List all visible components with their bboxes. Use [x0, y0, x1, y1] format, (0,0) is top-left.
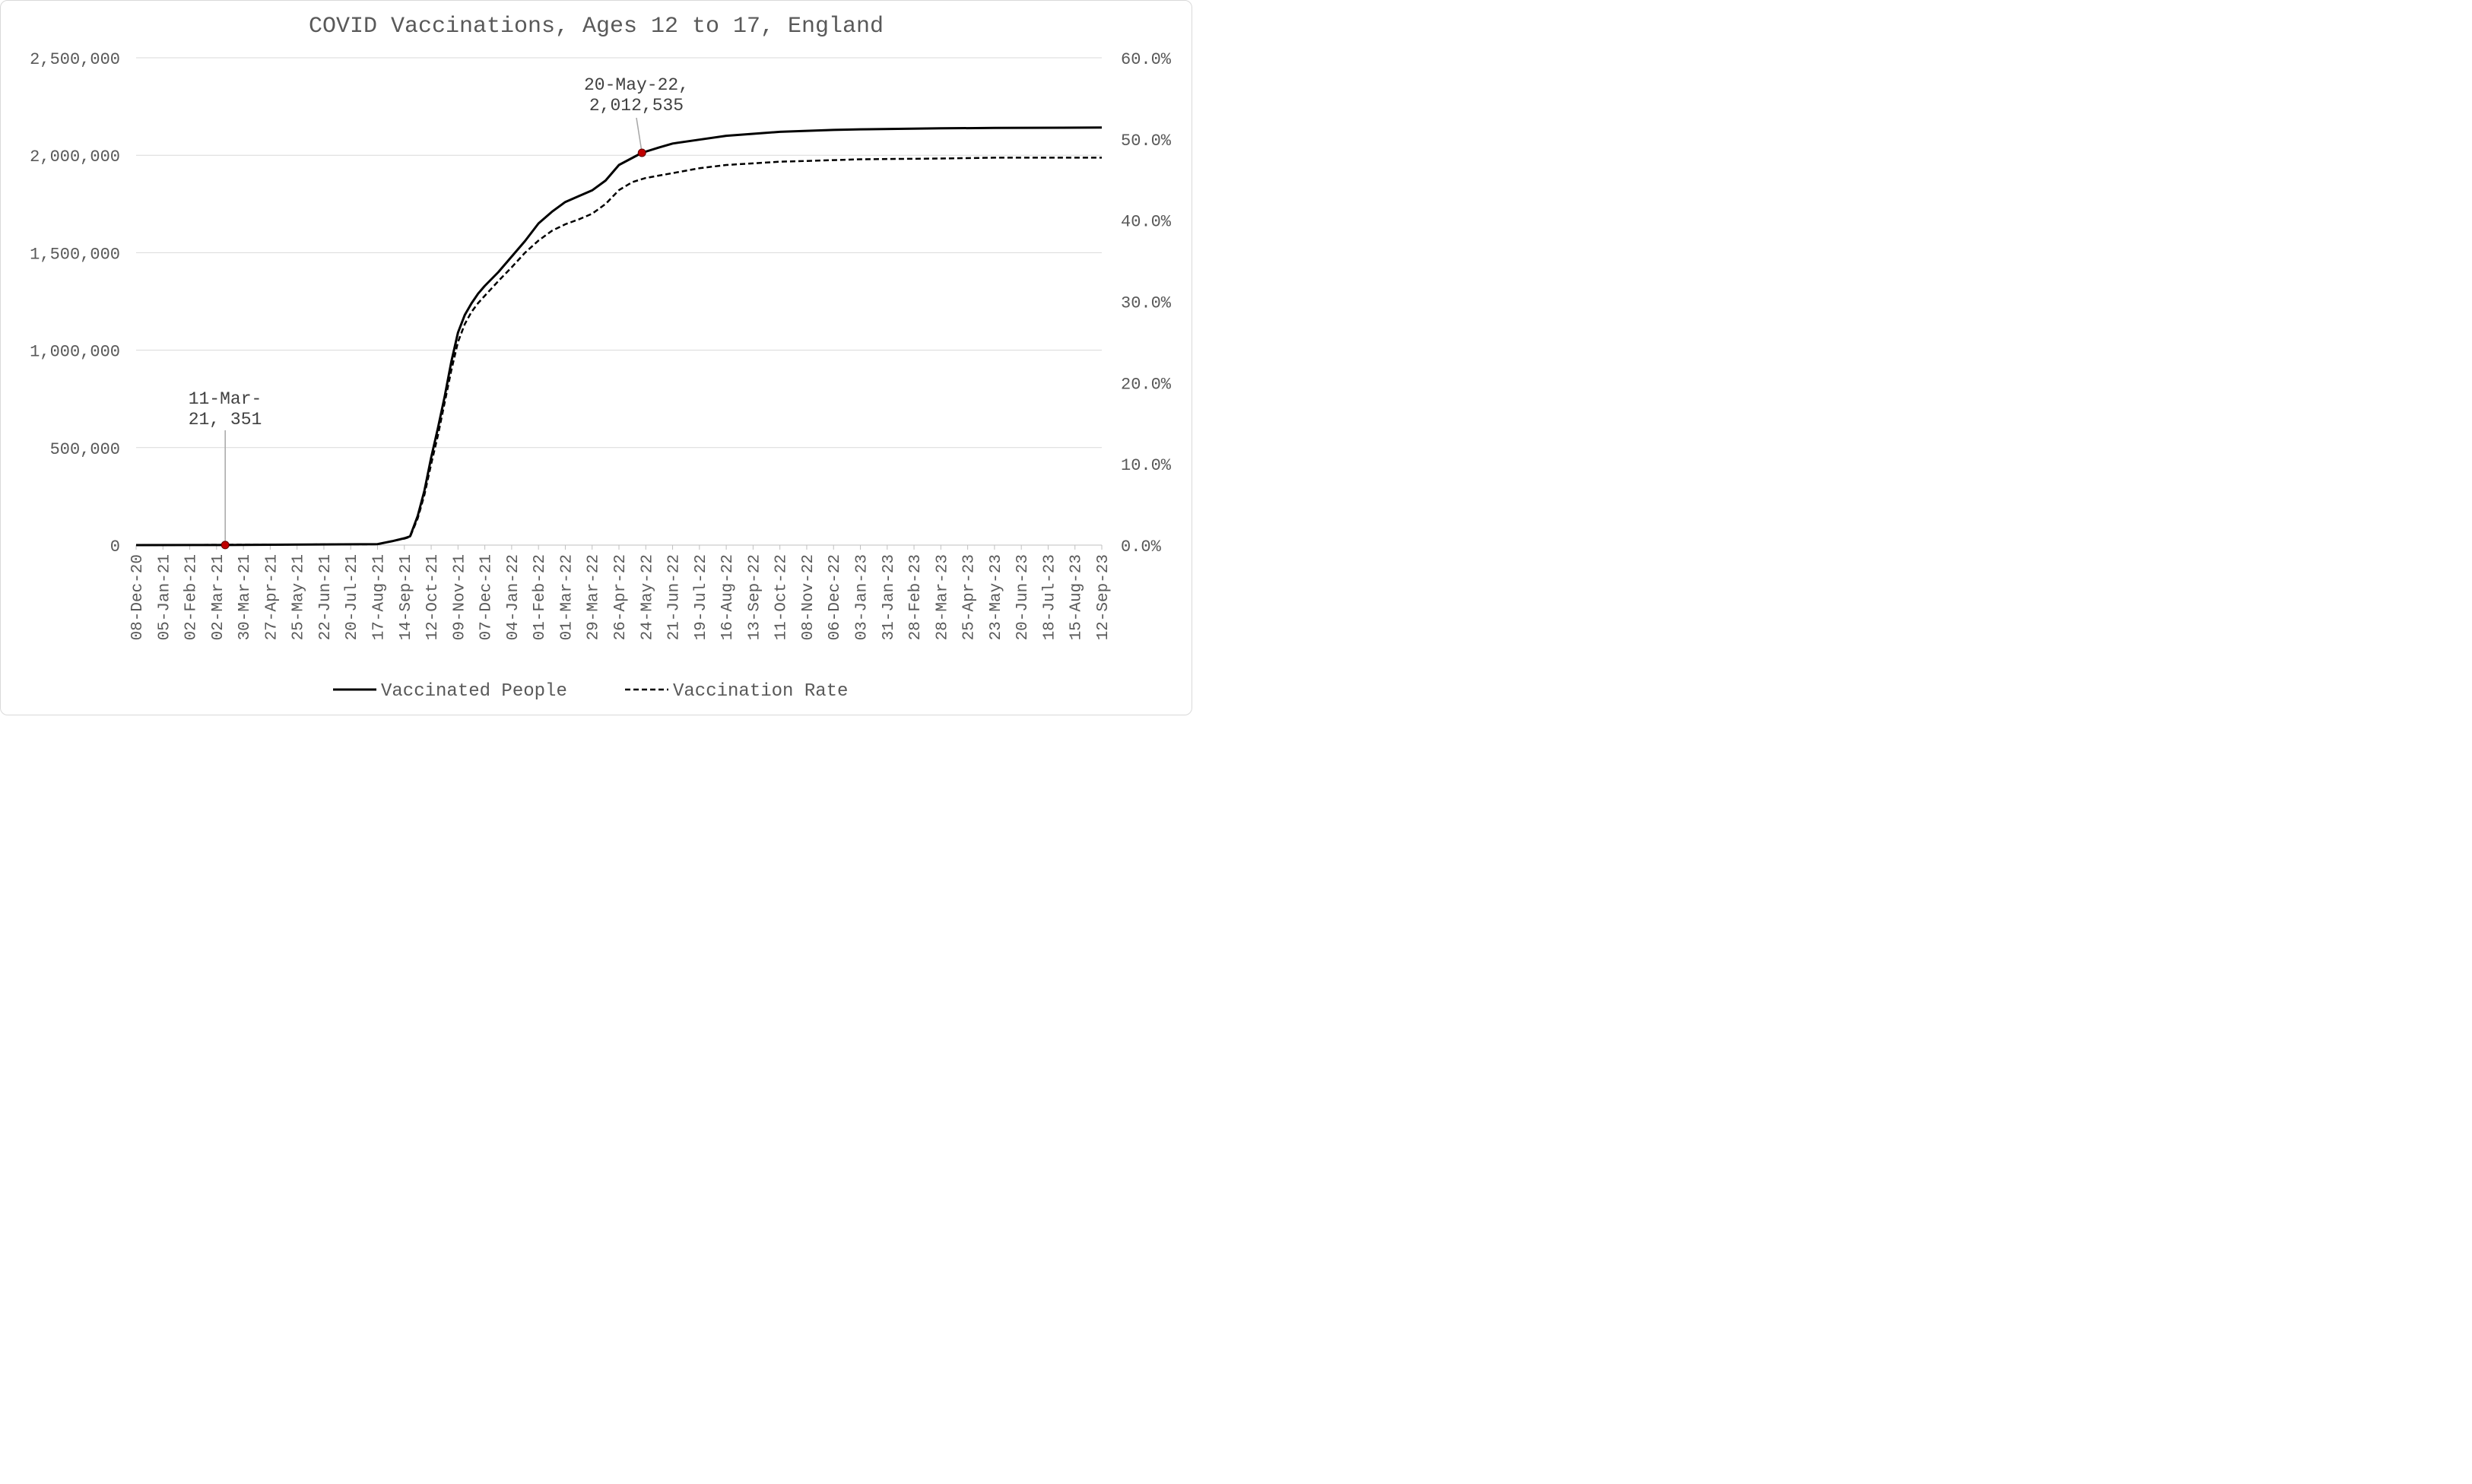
x-tick-label: 19-Jul-22: [693, 554, 710, 640]
chart: COVID Vaccinations, Ages 12 to 17, Engla…: [30, 14, 1172, 702]
x-tick-label: 11-Oct-22: [773, 554, 791, 640]
x-tick-label: 06-Dec-22: [827, 554, 844, 640]
x-tick-label: 12-Sep-23: [1095, 554, 1112, 640]
y-right-tick-label: 60.0%: [1121, 50, 1172, 69]
x-tick-label: 17-Aug-21: [371, 554, 389, 640]
y-right-tick-label: 40.0%: [1121, 213, 1172, 232]
annotation-marker: [221, 541, 230, 550]
left-y-axis: 0 500,000 1,000,000 1,500,000 2,000,000 2,500…: [30, 50, 120, 556]
y-left-tick-label: 2,500,000: [30, 50, 120, 69]
x-tick-label: 30-Mar-21: [236, 554, 254, 640]
y-left-tick-label: 0: [110, 537, 120, 556]
y-left-tick-label: 500,000: [50, 440, 120, 459]
series-line-vaccination-rate: [135, 157, 1102, 547]
x-tick-label: 25-May-21: [290, 554, 308, 640]
y-right-tick-label: 10.0%: [1121, 456, 1172, 475]
x-tick-label: 03-Jan-23: [854, 554, 871, 640]
x-tick-label: 22-Jun-21: [317, 554, 335, 640]
legend: Vaccinated People Vaccination Rate: [333, 681, 848, 702]
y-right-tick-label: 30.0%: [1121, 294, 1172, 313]
x-tick-label: 02-Mar-21: [210, 554, 227, 640]
x-tick-label: 25-Apr-23: [961, 554, 979, 640]
x-tick-label: 18-Jul-23: [1041, 554, 1058, 640]
x-tick-label: 12-Oct-21: [424, 554, 442, 640]
x-tick-label: 27-Apr-21: [263, 554, 281, 640]
x-tick-label: 20-Jul-21: [344, 554, 361, 640]
y-left-tick-label: 2,000,000: [30, 147, 120, 166]
x-tick-label: 08-Dec-20: [129, 554, 147, 640]
legend-label-vaccinated-people: Vaccinated People: [381, 681, 567, 702]
x-tick-label: 24-May-22: [639, 554, 656, 640]
x-tick-label: 01-Feb-22: [532, 554, 549, 640]
annotation-marker: [637, 148, 646, 157]
y-left-tick-label: 1,000,000: [30, 343, 120, 362]
annotation-label: 11-Mar-: [189, 389, 262, 409]
y-left-tick-label: 1,500,000: [30, 245, 120, 264]
x-tick-label: 29-Mar-22: [585, 554, 603, 640]
annotation-leader-line: [636, 117, 643, 154]
x-tick-label: 07-Dec-21: [478, 554, 496, 640]
y-right-tick-label: 20.0%: [1121, 375, 1172, 394]
x-tick-label: 02-Feb-21: [183, 554, 201, 640]
annotation-label: 20-May-22,: [584, 75, 689, 95]
annotations: 11-Mar-21, 351 20-May-22,2,012,535: [189, 75, 689, 550]
x-tick-label: 08-Nov-22: [800, 554, 817, 640]
y-right-tick-label: 0.0%: [1121, 537, 1162, 556]
x-axis: 08-Dec-20 05-Jan-21 02-Feb-21 02-Mar-21 30-M…: [129, 544, 1112, 640]
x-tick-label: 15-Aug-23: [1068, 554, 1086, 640]
x-tick-label: 23-May-23: [988, 554, 1005, 640]
annotation-label: 21, 351: [189, 410, 262, 430]
x-tick-label: 28-Feb-23: [907, 554, 925, 640]
x-tick-label: 01-Mar-22: [558, 554, 576, 640]
right-y-axis: 0.0% 10.0% 20.0% 30.0% 40.0% 50.0% 60.0%: [1121, 50, 1172, 556]
x-tick-label: 14-Sep-21: [398, 554, 415, 640]
gridlines: [136, 57, 1102, 449]
x-tick-label: 04-Jan-22: [505, 554, 522, 640]
annotation-label: 2,012,535: [589, 96, 684, 116]
x-tick-label: 20-Jun-23: [1014, 554, 1032, 640]
x-tick-label: 05-Jan-21: [156, 554, 173, 640]
x-tick-label: 13-Sep-22: [746, 554, 763, 640]
x-tick-label: 16-Aug-22: [719, 554, 737, 640]
x-tick-label: 09-Nov-21: [451, 554, 468, 640]
x-tick-label: 28-Mar-23: [934, 554, 951, 640]
chart-frame: [0, 0, 1192, 715]
series-lines: [135, 126, 1103, 547]
legend-label-vaccination-rate: Vaccination Rate: [673, 681, 848, 702]
x-tick-label: 31-Jan-23: [881, 554, 898, 640]
x-tick-label: 26-Apr-22: [612, 554, 630, 640]
y-right-tick-label: 50.0%: [1121, 132, 1172, 151]
x-tick-label: 21-Jun-22: [666, 554, 684, 640]
chart-title: COVID Vaccinations, Ages 12 to 17, Engla…: [309, 14, 884, 40]
